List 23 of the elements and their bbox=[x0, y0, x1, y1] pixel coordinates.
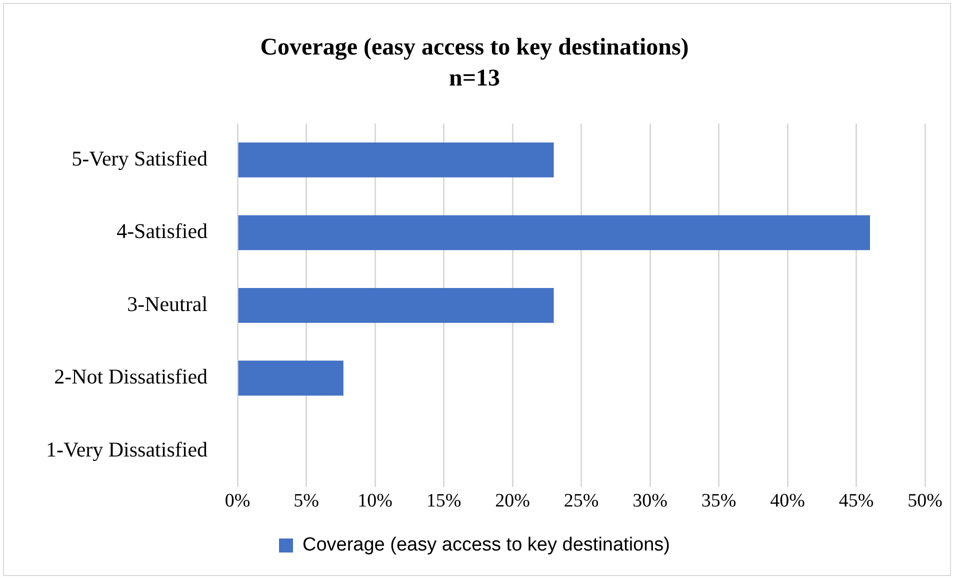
x-tick-label: 35% bbox=[701, 490, 736, 512]
x-tick-label: 45% bbox=[838, 490, 874, 512]
x-tick-label: 5% bbox=[294, 490, 320, 512]
y-tick-label: 4-Satisfied bbox=[116, 219, 208, 244]
x-tick-label: 0% bbox=[224, 490, 250, 512]
chart-subtitle: n=13 bbox=[448, 65, 500, 92]
chart-title: Coverage (easy access to key destinations) bbox=[260, 34, 689, 61]
y-tick-label: 2-Not Dissatisfied bbox=[54, 364, 208, 389]
y-tick-label: 3-Neutral bbox=[127, 292, 208, 316]
x-tick-label: 40% bbox=[770, 490, 806, 512]
bar bbox=[238, 360, 344, 396]
y-tick-label: 5-Very Satisfied bbox=[72, 146, 208, 170]
bar bbox=[238, 288, 554, 323]
x-tick-label: 30% bbox=[632, 490, 668, 512]
x-tick-label: 20% bbox=[495, 490, 530, 512]
bar bbox=[238, 215, 870, 250]
x-tick-label: 25% bbox=[564, 490, 599, 512]
x-tick-label: 10% bbox=[358, 490, 393, 512]
x-tick-label: 50% bbox=[908, 490, 943, 512]
bar bbox=[238, 142, 554, 178]
legend-label: Coverage (easy access to key destinations) bbox=[302, 534, 670, 556]
y-tick-label: 1-Very Dissatisfied bbox=[46, 437, 208, 462]
x-tick-label: 15% bbox=[426, 490, 462, 512]
